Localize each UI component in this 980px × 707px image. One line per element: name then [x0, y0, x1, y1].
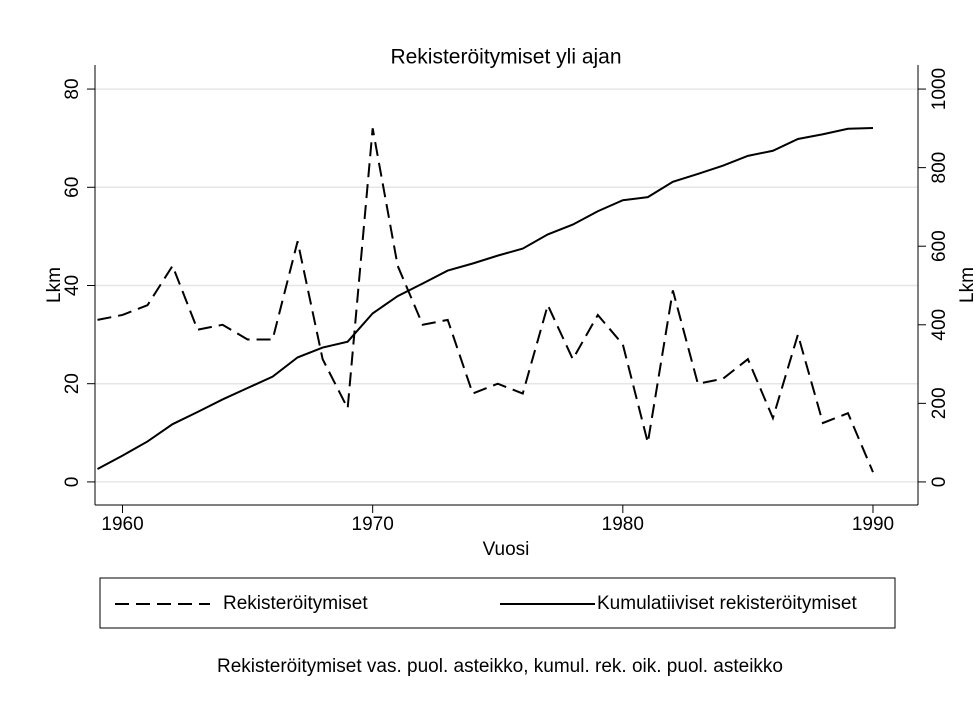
x-tick-label: 1980: [602, 514, 644, 535]
series-line: [97, 128, 874, 473]
legend-label: Kumulatiiviset rekisteröitymiset: [597, 593, 857, 614]
series-line: [97, 126, 874, 470]
y2-axis-title: Lkm: [957, 267, 978, 303]
y2-tick-label: 600: [929, 230, 950, 262]
legend-label: Rekisteröitymiset: [223, 593, 368, 614]
note: Rekisteröitymiset vas. puol. asteikko, k…: [217, 656, 783, 677]
legend-box: [99, 577, 896, 629]
y-tick-label: 60: [62, 177, 83, 198]
x-axis-title: Vuosi: [483, 539, 530, 560]
chart-title: Rekisteröitymiset yli ajan: [390, 46, 621, 69]
y2-tick-label: 200: [929, 387, 950, 419]
y2-tick-label: 1000: [929, 68, 950, 110]
y2-tick-label: 400: [929, 309, 950, 341]
y-tick-label: 40: [62, 275, 83, 296]
y-tick-label: 0: [62, 477, 83, 488]
y2-tick-label: 0: [929, 477, 950, 488]
y-tick-label: 80: [62, 78, 83, 99]
y-tick-label: 20: [62, 373, 83, 394]
x-tick-label: 1970: [352, 514, 394, 535]
x-tick-label: 1990: [852, 514, 894, 535]
y-axis-title: Lkm: [44, 267, 65, 303]
x-tick-label: 1960: [101, 514, 143, 535]
y2-tick-label: 800: [929, 152, 950, 184]
